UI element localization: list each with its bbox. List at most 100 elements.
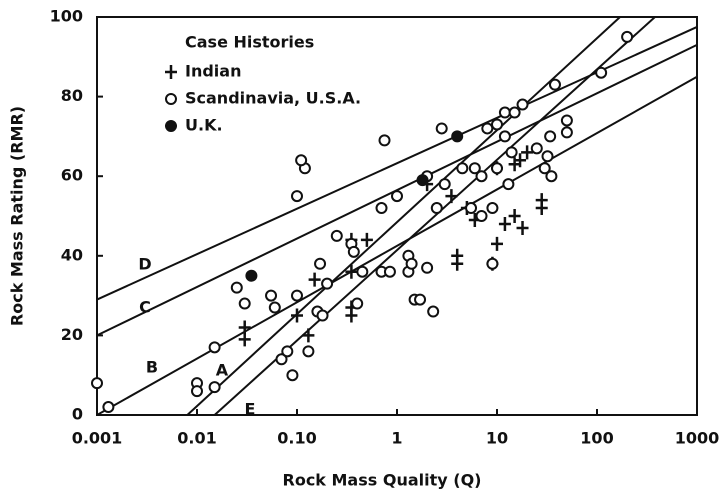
legend-label: Indian bbox=[185, 62, 241, 81]
data-point bbox=[347, 245, 360, 258]
data-point bbox=[491, 162, 503, 175]
data-point bbox=[514, 153, 527, 168]
data-point bbox=[505, 146, 518, 159]
y-tick-label: 40 bbox=[61, 245, 83, 264]
y-tick-label: 100 bbox=[50, 7, 83, 26]
data-point bbox=[330, 229, 343, 242]
data-point bbox=[541, 150, 554, 163]
data-point bbox=[430, 202, 443, 215]
data-point bbox=[491, 236, 503, 251]
data-point bbox=[245, 269, 258, 282]
data-point bbox=[291, 308, 303, 323]
x-tick-label: 0.001 bbox=[72, 429, 123, 448]
data-point bbox=[308, 272, 321, 287]
data-point bbox=[427, 305, 440, 318]
data-point bbox=[405, 257, 418, 270]
data-point bbox=[230, 281, 243, 294]
data-point bbox=[286, 369, 299, 382]
data-point bbox=[516, 98, 529, 111]
data-point bbox=[486, 257, 499, 270]
data-point bbox=[314, 257, 327, 270]
line-label: E bbox=[245, 400, 256, 419]
x-tick-label: 100 bbox=[580, 429, 613, 448]
line-label: B bbox=[146, 358, 158, 377]
data-point bbox=[451, 256, 464, 271]
data-point bbox=[295, 154, 308, 167]
legend-title: Case Histories bbox=[185, 33, 314, 52]
data-point bbox=[544, 130, 557, 143]
data-point bbox=[516, 220, 529, 235]
data-point bbox=[545, 170, 558, 183]
data-point bbox=[321, 277, 334, 290]
data-point bbox=[291, 190, 303, 203]
legend-label: Scandinavia, U.S.A. bbox=[185, 89, 361, 108]
line-label: C bbox=[139, 298, 151, 317]
data-point bbox=[560, 126, 573, 139]
fit-line bbox=[186, 16, 621, 416]
data-point bbox=[414, 293, 427, 306]
data-point bbox=[238, 332, 251, 347]
x-tick-label: 0.01 bbox=[177, 429, 216, 448]
data-point bbox=[521, 145, 534, 160]
data-point bbox=[302, 345, 315, 358]
data-point bbox=[91, 377, 103, 390]
data-point bbox=[491, 118, 503, 131]
y-axis-label: Rock Mass Rating (RMR) bbox=[8, 106, 27, 326]
x-axis-label: Rock Mass Quality (Q) bbox=[283, 471, 482, 490]
data-point bbox=[538, 162, 551, 175]
data-point bbox=[486, 202, 499, 215]
data-point bbox=[438, 178, 451, 191]
data-point bbox=[238, 320, 251, 335]
data-point bbox=[102, 401, 115, 414]
data-point bbox=[621, 30, 634, 43]
data-point bbox=[281, 345, 294, 358]
data-point bbox=[451, 130, 464, 143]
data-point bbox=[548, 78, 561, 91]
data-point bbox=[498, 106, 511, 119]
data-point bbox=[416, 174, 429, 187]
data-point bbox=[481, 122, 494, 135]
x-tick-label: 1000 bbox=[675, 429, 720, 448]
x-tick-label: 1 bbox=[391, 429, 402, 448]
legend-label: U.K. bbox=[185, 116, 223, 135]
data-point bbox=[508, 106, 521, 119]
legend-marker bbox=[165, 65, 177, 79]
x-tick-label: 0.10 bbox=[277, 429, 316, 448]
y-tick-label: 20 bbox=[61, 325, 83, 344]
y-tick-label: 60 bbox=[61, 166, 83, 185]
y-tick-label: 80 bbox=[61, 86, 83, 105]
data-point bbox=[445, 189, 458, 204]
data-point bbox=[498, 216, 511, 231]
data-point bbox=[595, 66, 608, 79]
data-point bbox=[351, 297, 364, 310]
data-point bbox=[275, 353, 288, 366]
data-point bbox=[268, 301, 281, 314]
data-point bbox=[435, 122, 448, 135]
data-point bbox=[560, 114, 573, 127]
data-point bbox=[375, 202, 388, 215]
data-point bbox=[356, 265, 369, 278]
data-point bbox=[475, 210, 488, 222]
line-label: D bbox=[138, 255, 151, 274]
data-point bbox=[421, 261, 434, 274]
line-label: A bbox=[216, 361, 229, 380]
data-point bbox=[475, 170, 488, 183]
data-point bbox=[302, 328, 315, 343]
data-point bbox=[508, 209, 521, 223]
legend-marker bbox=[165, 93, 177, 105]
data-point bbox=[360, 232, 373, 247]
data-point bbox=[530, 142, 543, 155]
x-tick-label: 10 bbox=[486, 429, 508, 448]
data-point bbox=[498, 130, 511, 143]
data-point bbox=[456, 162, 469, 175]
data-point bbox=[378, 134, 391, 147]
fit-line bbox=[96, 75, 698, 416]
data-point bbox=[238, 297, 251, 310]
data-point bbox=[391, 190, 403, 203]
data-point bbox=[468, 162, 481, 175]
data-point bbox=[208, 381, 221, 394]
data-point bbox=[265, 289, 278, 302]
data-point bbox=[535, 201, 548, 216]
data-point bbox=[316, 309, 329, 322]
